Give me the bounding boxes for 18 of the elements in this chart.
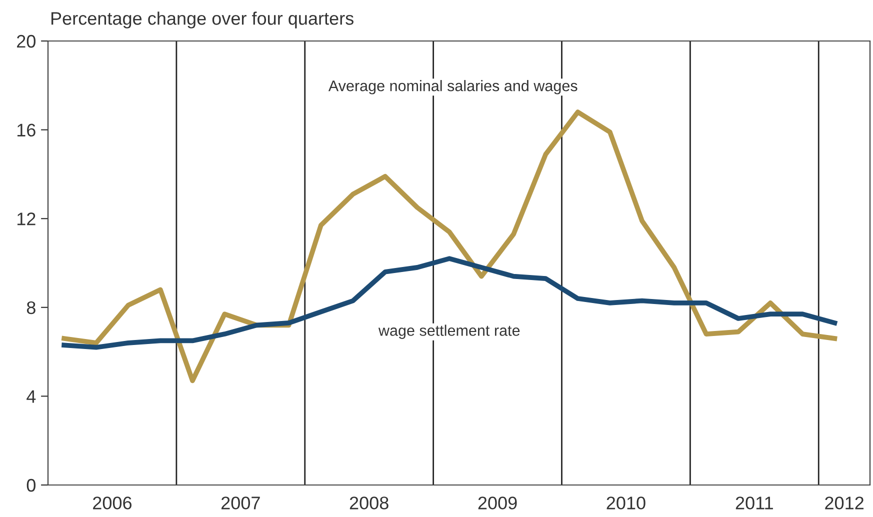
chart-title: Percentage change over four quarters: [51, 12, 354, 28]
series-label: Average nominal salaries and wages: [328, 80, 578, 94]
y-tick-label: 0: [26, 478, 36, 492]
y-tick-label: 8: [26, 301, 36, 314]
y-tick-label: 16: [17, 124, 36, 137]
x-tick-label: 2011: [736, 496, 773, 510]
y-tick-label: 4: [26, 390, 36, 403]
line-series: [62, 110, 838, 384]
x-tick-label: 2006: [93, 496, 132, 510]
y-tick-label: 20: [17, 34, 36, 48]
y-tick-label: 12: [17, 212, 36, 226]
x-tick-label: 2009: [478, 496, 517, 510]
line-series: [62, 256, 838, 350]
x-tick-label: 2008: [350, 496, 388, 510]
x-tick-label: 2012: [825, 496, 864, 510]
x-tick-label: 2010: [606, 496, 646, 510]
text: wage settlement rate: [378, 324, 520, 339]
x-tick-label: 2007: [221, 496, 260, 510]
